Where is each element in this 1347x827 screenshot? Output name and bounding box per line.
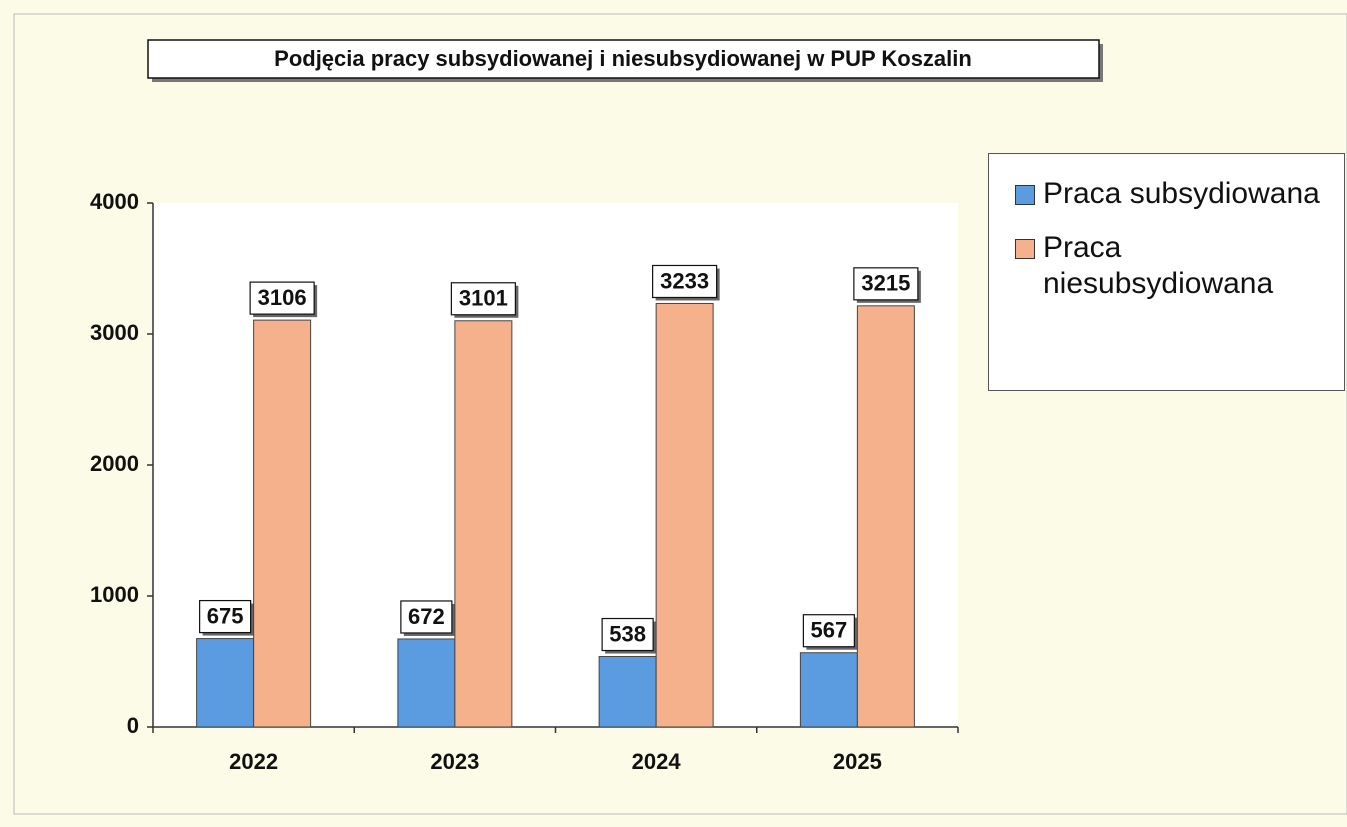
legend-swatch bbox=[1015, 185, 1035, 205]
y-tick-label: 1000 bbox=[90, 582, 139, 607]
legend-entry: Praca subsydiowana bbox=[1015, 176, 1334, 212]
data-label: 538 bbox=[609, 621, 646, 646]
y-tick-label: 0 bbox=[127, 713, 139, 738]
label-box bbox=[802, 614, 855, 648]
x-tick-label: 2022 bbox=[229, 749, 278, 774]
data-label: 3215 bbox=[861, 271, 910, 296]
y-tick-label: 3000 bbox=[90, 320, 139, 345]
data-label: 3233 bbox=[660, 268, 709, 293]
bar bbox=[253, 319, 312, 728]
label-box bbox=[853, 267, 919, 301]
title-box bbox=[147, 39, 1100, 79]
bar bbox=[196, 638, 255, 728]
bar bbox=[799, 652, 858, 728]
data-label: 675 bbox=[207, 603, 244, 628]
bar bbox=[397, 638, 456, 728]
legend: Praca subsydiowana Praca niesubsydiowana bbox=[988, 153, 1345, 391]
label-box bbox=[450, 282, 516, 316]
legend-label: Praca niesubsydiowana bbox=[1043, 231, 1274, 300]
label-box bbox=[400, 600, 453, 634]
bar bbox=[655, 302, 714, 728]
x-tick-label: 2025 bbox=[833, 749, 882, 774]
label-box bbox=[601, 617, 654, 652]
label-box bbox=[199, 599, 252, 634]
bar bbox=[598, 656, 657, 728]
data-label: 3106 bbox=[258, 285, 307, 310]
data-label: 672 bbox=[408, 604, 445, 629]
legend-label: Praca subsydiowana bbox=[1043, 177, 1320, 210]
legend-swatch bbox=[1015, 239, 1035, 259]
bar bbox=[454, 320, 513, 728]
bar bbox=[856, 305, 915, 728]
data-label: 567 bbox=[811, 618, 848, 643]
legend-entry: Praca niesubsydiowana bbox=[1015, 230, 1334, 302]
label-box bbox=[249, 281, 315, 315]
data-label: 3101 bbox=[459, 286, 508, 311]
x-tick-label: 2023 bbox=[430, 749, 479, 774]
y-tick-label: 4000 bbox=[90, 189, 139, 214]
frame bbox=[13, 13, 1347, 815]
chart-title: Podjęcia pracy subsydiowanej i niesubsyd… bbox=[274, 46, 972, 71]
y-tick-label: 2000 bbox=[90, 451, 139, 476]
label-box bbox=[652, 264, 718, 299]
x-tick-label: 2024 bbox=[632, 749, 682, 774]
